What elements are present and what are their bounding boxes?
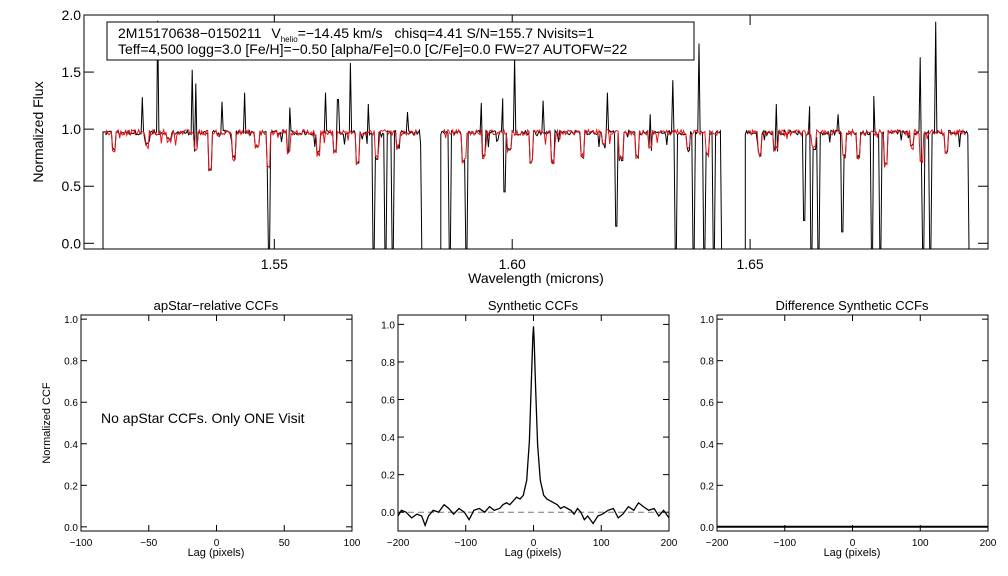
difference-ccf-axes: −200 −100 0 100 200 0.0 0.2 0.4 0.6 0.8 1.0: [700, 315, 997, 549]
spectrum-axes: 1.55 1.60 1.65 0.0 0.5 1.0 1.5 2.0: [62, 7, 988, 272]
star-id: 2M15170638−0150211: [118, 25, 262, 41]
synthetic-ccf-frame: [397, 314, 670, 532]
x-tick-label: 0: [531, 538, 537, 549]
y-tick-label: 0.4: [64, 440, 78, 451]
y-tick-label: 0.0: [62, 235, 82, 251]
vhelio-symbol: V: [271, 25, 281, 41]
x-tick-label: −100: [70, 538, 93, 549]
y-tick-label: 0.4: [700, 440, 714, 451]
apstar-ccf-x-label: Lag (pixels): [188, 547, 245, 559]
stellar-parameters: Teff=4,500 logg=3.0 [Fe/H]=−0.50 [alpha/…: [118, 41, 627, 57]
apstar-ccf-title: apStar−relative CCFs: [154, 298, 279, 313]
x-tick-label: −100: [773, 538, 796, 549]
apstar-ccf-panel: apStar−relative CCFs −100 −50 0 50 100 0.0 0.2…: [41, 298, 361, 559]
x-tick-label: 1.65: [736, 256, 763, 272]
x-tick-label: 1.60: [499, 256, 526, 272]
model-spectrum-line: [747, 128, 966, 168]
y-tick-label: 1.5: [62, 64, 82, 80]
synthetic-ccf-panel: Synthetic CCFs −200 −100 0 100 200 0.0 0.2 0.4 0…: [381, 298, 678, 559]
spectrum-x-label: Wavelength (microns): [468, 270, 604, 286]
x-tick-label: 1.55: [261, 256, 288, 272]
model-spectrum-line: [442, 127, 719, 165]
y-tick-label: 0.8: [700, 357, 714, 368]
y-tick-label: 0.2: [64, 481, 78, 492]
x-tick-label: 100: [344, 538, 361, 549]
model-spectrum-line: [104, 128, 419, 172]
difference-ccf-title: Difference Synthetic CCFs: [776, 298, 929, 313]
spectrum-panel: 1.55 1.60 1.65 0.0 0.5 1.0 1.5 2.0 Wavelength (…: [30, 7, 989, 286]
synthetic-ccf-title: Synthetic CCFs: [488, 298, 579, 313]
y-tick-label: 0.6: [381, 396, 395, 407]
vhelio-value: =−14.45 km/s: [298, 25, 383, 41]
y-tick-label: 0.5: [62, 178, 82, 194]
difference-ccf-panel: Difference Synthetic CCFs −200 −100 0 100 20…: [700, 298, 997, 559]
y-tick-label: 0.0: [700, 523, 714, 534]
y-tick-label: 0.2: [700, 481, 714, 492]
y-tick-label: 0.2: [381, 471, 395, 482]
y-tick-label: 1.0: [64, 315, 78, 326]
x-tick-label: 200: [980, 538, 997, 549]
y-tick-label: 0.4: [381, 433, 395, 444]
y-tick-label: 1.0: [62, 121, 82, 137]
x-tick-label: −50: [140, 538, 157, 549]
spectrum-info-line-1: 2M15170638−0150211 Vhelio=−14.45 km/s chis…: [118, 25, 594, 44]
spectrum-y-label: Normalized Flux: [30, 81, 46, 182]
y-tick-label: 1.0: [381, 320, 395, 331]
difference-ccf-frame: [716, 314, 989, 532]
synthetic-ccf-lines: [397, 326, 670, 528]
synthetic-ccf-line: [397, 326, 670, 528]
y-tick-label: 0.6: [700, 398, 714, 409]
y-tick-label: 0.0: [381, 508, 395, 519]
spectrum-frame: [83, 14, 989, 250]
fit-stats: chisq=4.41 S/N=155.7 Nvisits=1: [394, 25, 594, 41]
no-ccf-message: No apStar CCFs. Only ONE Visit: [101, 410, 305, 426]
x-tick-label: 100: [593, 538, 610, 549]
x-tick-label: 200: [661, 538, 678, 549]
y-tick-label: 0.8: [64, 357, 78, 368]
spectrum-info-box: [106, 21, 695, 61]
synthetic-ccf-x-label: Lag (pixels): [505, 547, 562, 559]
x-tick-label: 0: [214, 538, 220, 549]
spectrum-lines: [102, 20, 970, 250]
x-tick-label: 0: [850, 538, 856, 549]
y-tick-label: 2.0: [62, 7, 82, 23]
x-tick-label: −200: [387, 538, 410, 549]
apstar-ccf-y-label: Normalized CCF: [41, 382, 53, 464]
y-tick-label: 1.0: [700, 315, 714, 326]
y-tick-label: 0.0: [64, 523, 78, 534]
y-tick-label: 0.6: [64, 398, 78, 409]
x-tick-label: 50: [279, 538, 291, 549]
y-tick-label: 0.8: [381, 358, 395, 369]
x-tick-label: −100: [454, 538, 477, 549]
x-tick-label: 100: [912, 538, 929, 549]
difference-ccf-x-label: Lag (pixels): [824, 547, 881, 559]
observed-spectrum-line: [440, 43, 723, 250]
vhelio-subscript: helio: [281, 35, 298, 44]
apstar-ccf-axes: −100 −50 0 50 100 0.0 0.2 0.4 0.6 0.8 1.0: [64, 315, 361, 549]
synthetic-ccf-axes: −200 −100 0 100 200 0.0 0.2 0.4 0.6 0.8 1.0: [381, 315, 678, 549]
x-tick-label: −200: [706, 538, 729, 549]
